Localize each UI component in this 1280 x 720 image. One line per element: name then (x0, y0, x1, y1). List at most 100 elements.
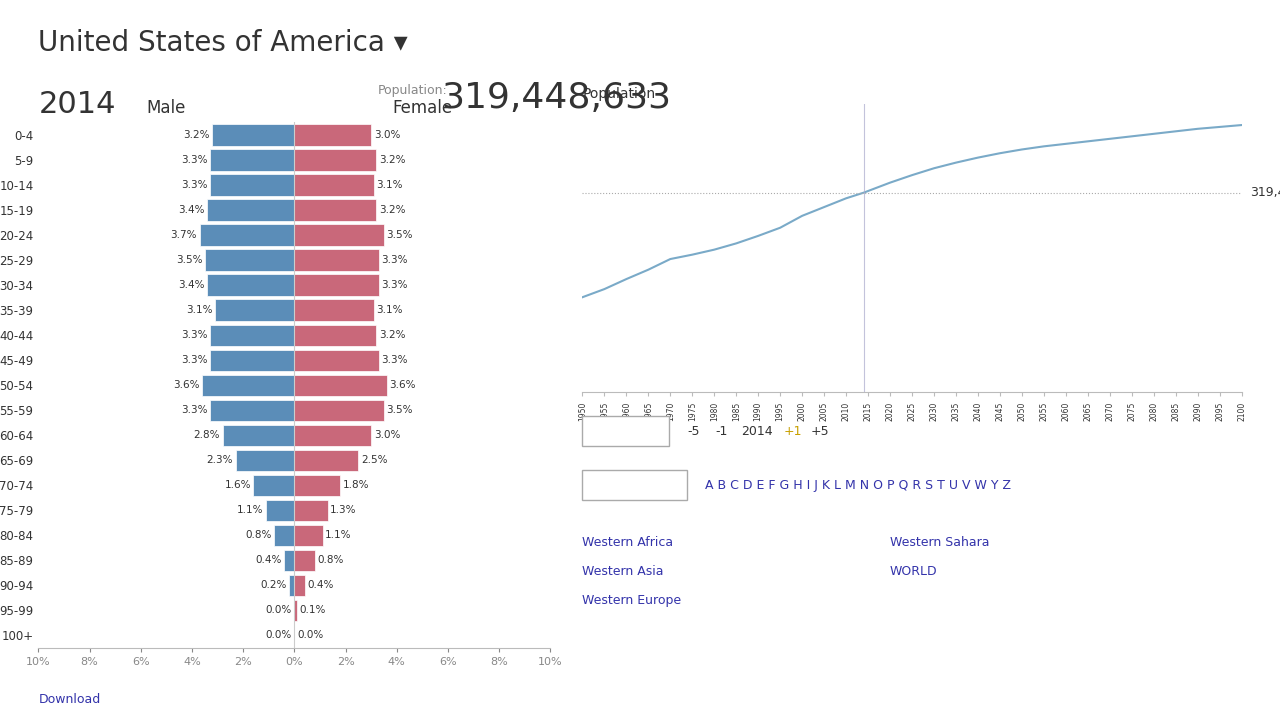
Text: 2.5%: 2.5% (361, 455, 388, 465)
Bar (294, 400, 384, 421)
Text: Western Asia: Western Asia (582, 565, 664, 578)
Text: 0.2%: 0.2% (260, 580, 287, 590)
Text: 3.3%: 3.3% (180, 330, 207, 340)
Text: 3.3%: 3.3% (180, 155, 207, 165)
Bar (210, 400, 294, 421)
Text: 3.0%: 3.0% (374, 130, 401, 140)
Bar (294, 500, 328, 521)
Text: 2.3%: 2.3% (206, 455, 233, 465)
Bar (294, 474, 340, 496)
Bar (210, 174, 294, 196)
Text: Female: Female (393, 99, 452, 117)
Text: Population:: Population: (378, 84, 447, 97)
Text: 0.8%: 0.8% (317, 555, 344, 565)
Text: Population: Population (582, 87, 655, 101)
Bar (294, 125, 371, 145)
Text: 1.8%: 1.8% (343, 480, 370, 490)
Text: 3.1%: 3.1% (376, 180, 403, 190)
Text: 3.1%: 3.1% (186, 305, 212, 315)
Text: 3.3%: 3.3% (180, 180, 207, 190)
Text: 0.1%: 0.1% (300, 606, 326, 616)
Text: 3.5%: 3.5% (387, 405, 413, 415)
Bar (284, 550, 294, 571)
Bar (200, 225, 294, 246)
Text: 3.3%: 3.3% (381, 280, 408, 290)
Text: 3.4%: 3.4% (178, 205, 205, 215)
Bar (294, 450, 358, 471)
Text: -5: -5 (687, 425, 700, 438)
Text: 3.2%: 3.2% (379, 155, 406, 165)
Bar (294, 325, 376, 346)
Bar (207, 199, 294, 220)
Text: +5: +5 (810, 425, 829, 438)
Bar (274, 525, 294, 546)
Text: Download: Download (38, 693, 101, 706)
Text: 0.4%: 0.4% (307, 580, 334, 590)
Text: A B C D E F G H I J K L M N O P Q R S T U V W Y Z: A B C D E F G H I J K L M N O P Q R S T … (705, 479, 1011, 492)
Text: 1.1%: 1.1% (325, 531, 352, 541)
Text: 0.8%: 0.8% (244, 531, 271, 541)
Text: 0.4%: 0.4% (255, 555, 282, 565)
Text: Western Europe: Western Europe (582, 594, 681, 607)
Text: United States of America ▾: United States of America ▾ (38, 29, 408, 57)
Bar (210, 349, 294, 371)
Bar (294, 349, 379, 371)
Text: Male: Male (147, 99, 186, 117)
Bar (294, 225, 384, 246)
Bar (294, 525, 323, 546)
Text: 0.0%: 0.0% (297, 631, 324, 641)
Bar (289, 575, 294, 596)
Text: 3.3%: 3.3% (381, 255, 408, 265)
Text: +1: +1 (783, 425, 801, 438)
Bar (253, 474, 294, 496)
Text: COUNTRY: COUNTRY (602, 479, 668, 492)
Bar (294, 374, 387, 396)
Bar (294, 300, 374, 320)
Bar (210, 149, 294, 171)
Text: Western Sahara: Western Sahara (890, 536, 989, 549)
Text: 3.3%: 3.3% (180, 355, 207, 365)
Bar (236, 450, 294, 471)
Text: Western Africa: Western Africa (582, 536, 673, 549)
Bar (207, 274, 294, 296)
Text: 3.1%: 3.1% (376, 305, 403, 315)
Bar (266, 500, 294, 521)
Text: 3.2%: 3.2% (379, 205, 406, 215)
Text: 1.3%: 1.3% (330, 505, 357, 516)
Text: 3.6%: 3.6% (173, 380, 200, 390)
Text: -1: -1 (716, 425, 728, 438)
Bar (294, 174, 374, 196)
Text: 1.1%: 1.1% (237, 505, 264, 516)
Text: 1.6%: 1.6% (224, 480, 251, 490)
Text: 2014: 2014 (38, 90, 116, 119)
Text: YEAR: YEAR (608, 425, 644, 438)
Text: 2.8%: 2.8% (193, 431, 220, 440)
Bar (294, 249, 379, 271)
Text: 2014: 2014 (741, 425, 773, 438)
Text: 3.7%: 3.7% (170, 230, 197, 240)
Text: 0.0%: 0.0% (265, 631, 292, 641)
Text: 3.3%: 3.3% (180, 405, 207, 415)
Text: 319,448,634: 319,448,634 (1251, 186, 1280, 199)
Text: 3.5%: 3.5% (387, 230, 413, 240)
Bar (205, 249, 294, 271)
Text: 3.2%: 3.2% (183, 130, 210, 140)
Bar (223, 425, 294, 446)
Bar (212, 125, 294, 145)
Text: 319,448,633: 319,448,633 (442, 81, 672, 114)
Text: 3.3%: 3.3% (381, 355, 408, 365)
Bar (215, 300, 294, 320)
Bar (294, 425, 371, 446)
Bar (294, 199, 376, 220)
Bar (294, 550, 315, 571)
Bar (294, 274, 379, 296)
Bar (294, 149, 376, 171)
Text: 0.0%: 0.0% (265, 606, 292, 616)
Text: 3.5%: 3.5% (175, 255, 202, 265)
Bar (210, 325, 294, 346)
Bar (294, 575, 305, 596)
Text: 3.4%: 3.4% (178, 280, 205, 290)
Bar (202, 374, 294, 396)
Text: WORLD: WORLD (890, 565, 937, 578)
Text: 3.6%: 3.6% (389, 380, 416, 390)
